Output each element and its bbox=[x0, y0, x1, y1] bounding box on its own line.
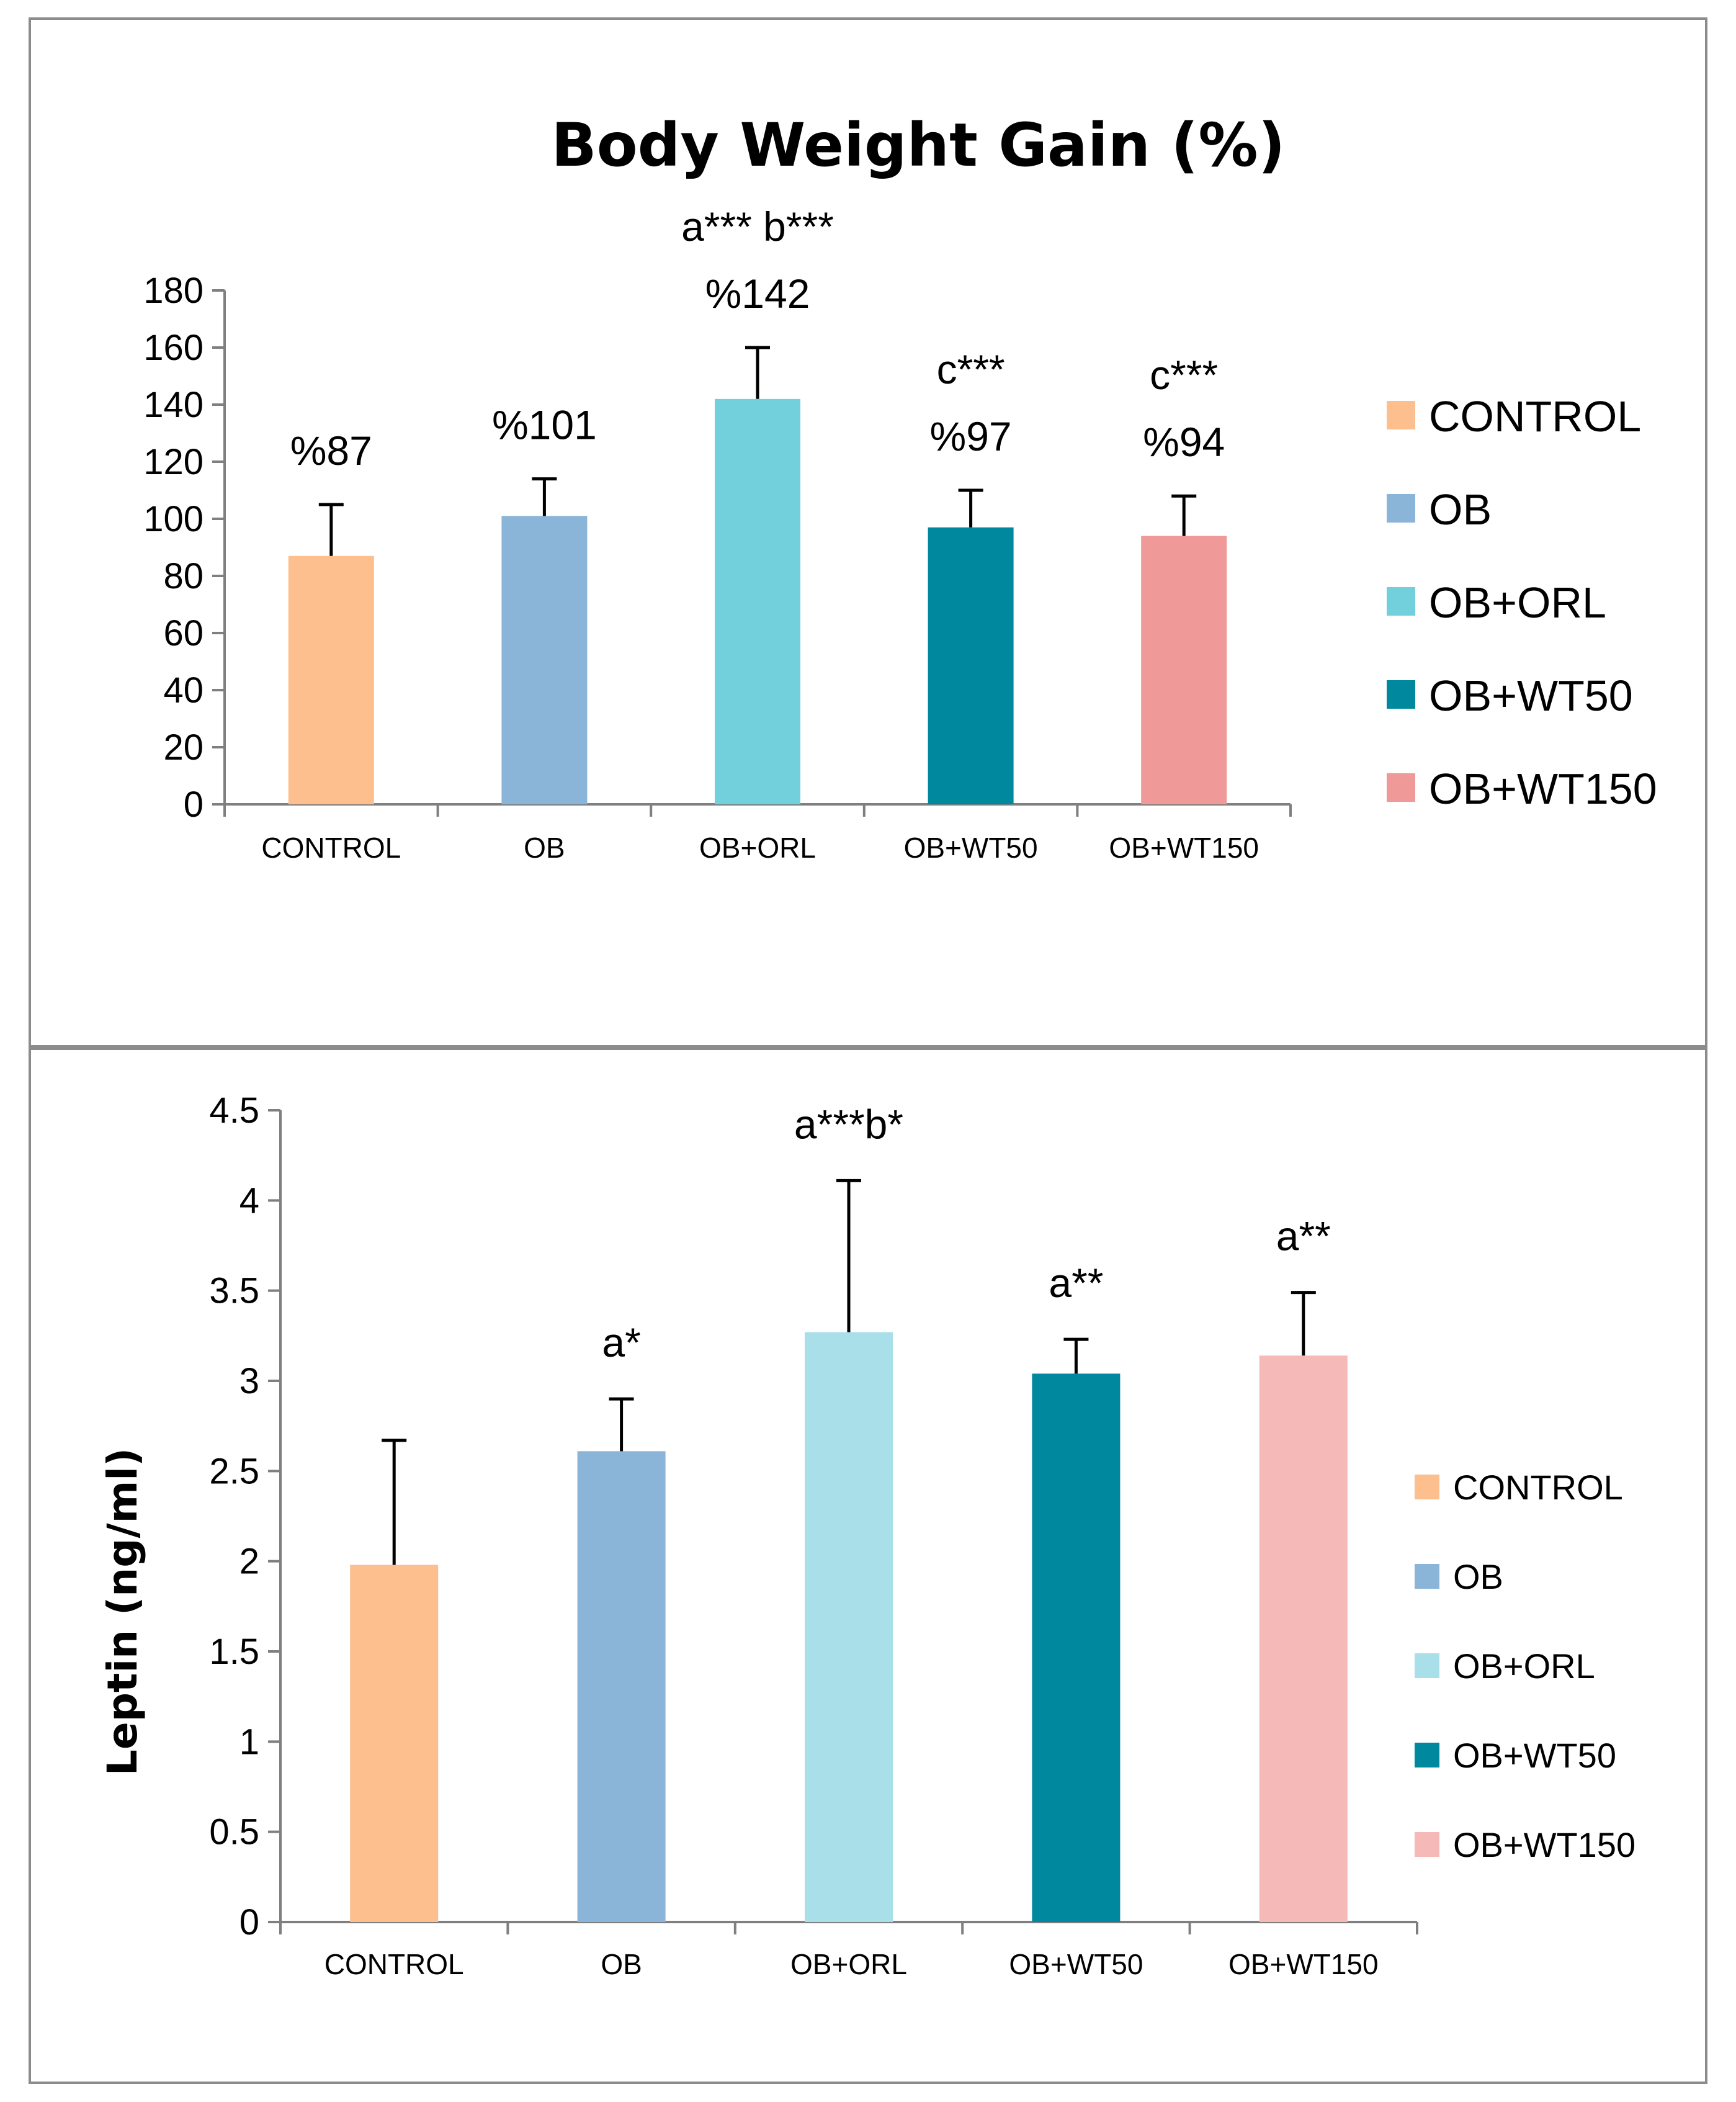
bar bbox=[805, 1332, 893, 1922]
legend-swatch bbox=[1387, 587, 1415, 616]
legend-swatch bbox=[1415, 1743, 1439, 1767]
data-label: %87 bbox=[290, 428, 372, 474]
bar bbox=[350, 1565, 439, 1922]
x-tick-label: CONTROL bbox=[261, 832, 401, 864]
bar bbox=[1141, 536, 1227, 804]
significance-label: a***b* bbox=[794, 1101, 903, 1147]
data-label: %97 bbox=[930, 413, 1012, 459]
x-tick-label: OB+ORL bbox=[699, 832, 816, 864]
legend-swatch bbox=[1415, 1653, 1439, 1678]
chart-title: Body Weight Gain (%) bbox=[552, 110, 1286, 180]
y-tick-label: 20 bbox=[163, 727, 204, 768]
legend-swatch bbox=[1387, 680, 1415, 709]
bar bbox=[928, 527, 1014, 804]
x-tick-label: CONTROL bbox=[324, 1948, 464, 1980]
x-tick-label: OB+WT50 bbox=[904, 832, 1038, 864]
x-tick-label: OB+WT150 bbox=[1228, 1948, 1379, 1980]
legend-label: OB+ORL bbox=[1429, 578, 1606, 627]
y-tick-label: 160 bbox=[143, 328, 204, 368]
legend-swatch bbox=[1415, 1475, 1439, 1499]
bar bbox=[577, 1451, 666, 1922]
bar bbox=[715, 398, 800, 804]
legend-swatch bbox=[1387, 401, 1415, 429]
y-tick-label: 3 bbox=[239, 1361, 259, 1401]
y-tick-label: 60 bbox=[163, 613, 204, 654]
legend-label: OB+WT50 bbox=[1453, 1736, 1616, 1775]
significance-label: c*** bbox=[937, 346, 1005, 392]
y-axis-label: Leptin (ng/ml) bbox=[99, 1448, 146, 1776]
y-tick-label: 40 bbox=[163, 670, 204, 711]
x-tick-label: OB bbox=[524, 832, 565, 864]
y-tick-label: 2.5 bbox=[209, 1451, 259, 1491]
body-weight-chart-panel: Body Weight Gain (%) 0 20 40 60 80 100 120 140 1… bbox=[29, 17, 1707, 1048]
legend-swatch bbox=[1387, 494, 1415, 523]
y-tick-label: 80 bbox=[163, 556, 204, 596]
y-tick-label: 1.5 bbox=[209, 1632, 259, 1672]
bar bbox=[1259, 1355, 1348, 1922]
legend-label: OB+ORL bbox=[1453, 1646, 1595, 1686]
legend-swatch bbox=[1387, 773, 1415, 802]
legend-label: OB bbox=[1429, 485, 1492, 534]
legend-label: CONTROL bbox=[1429, 392, 1641, 441]
x-tick-label: OB+WT50 bbox=[1009, 1948, 1143, 1980]
bar bbox=[1032, 1373, 1121, 1922]
y-tick-label: 0 bbox=[239, 1902, 259, 1943]
body-weight-chart: Body Weight Gain (%) 0 20 40 60 80 100 120 140 1… bbox=[143, 110, 1657, 864]
y-tick-label: 180 bbox=[143, 271, 204, 311]
y-tick-label: 1 bbox=[239, 1722, 259, 1762]
x-tick-label: OB bbox=[601, 1948, 642, 1980]
y-tick-label: 2 bbox=[239, 1542, 259, 1582]
x-tick-label: OB+WT150 bbox=[1109, 832, 1259, 864]
bar bbox=[501, 516, 588, 804]
x-tick-label: OB+ORL bbox=[790, 1948, 907, 1980]
y-tick-label: 0.5 bbox=[209, 1812, 259, 1853]
significance-label: a** bbox=[1276, 1213, 1331, 1259]
y-tick-label: 4 bbox=[239, 1180, 259, 1221]
y-tick-label: 140 bbox=[143, 385, 204, 425]
y-tick-label: 4.5 bbox=[209, 1090, 259, 1131]
y-tick-label: 0 bbox=[184, 784, 204, 825]
legend-label: CONTROL bbox=[1453, 1468, 1623, 1507]
leptin-chart: Leptin (ng/ml) 0 0.5 1 1.5 2 2.5 3 3.5 4 4.5 CONTR… bbox=[99, 1090, 1635, 1980]
significance-label: a* bbox=[602, 1319, 640, 1365]
leptin-chart-panel: Leptin (ng/ml) 0 0.5 1 1.5 2 2.5 3 3.5 4 4.5 CONTR… bbox=[29, 1048, 1707, 2084]
bar bbox=[288, 555, 374, 804]
significance-label: a** bbox=[1049, 1260, 1103, 1306]
legend-swatch bbox=[1415, 1564, 1439, 1589]
significance-label: c*** bbox=[1150, 352, 1218, 398]
legend-label: OB bbox=[1453, 1557, 1503, 1596]
significance-label: a*** b*** bbox=[681, 204, 834, 249]
legend-label: OB+WT150 bbox=[1453, 1825, 1635, 1864]
legend-label: OB+WT50 bbox=[1429, 671, 1633, 720]
data-label: %94 bbox=[1143, 419, 1225, 465]
data-label: %101 bbox=[492, 402, 597, 448]
legend-label: OB+WT150 bbox=[1429, 765, 1657, 813]
data-label: %142 bbox=[705, 271, 810, 317]
y-tick-label: 120 bbox=[143, 442, 204, 482]
legend-swatch bbox=[1415, 1832, 1439, 1857]
y-tick-label: 3.5 bbox=[209, 1271, 259, 1311]
y-tick-label: 100 bbox=[143, 499, 204, 539]
